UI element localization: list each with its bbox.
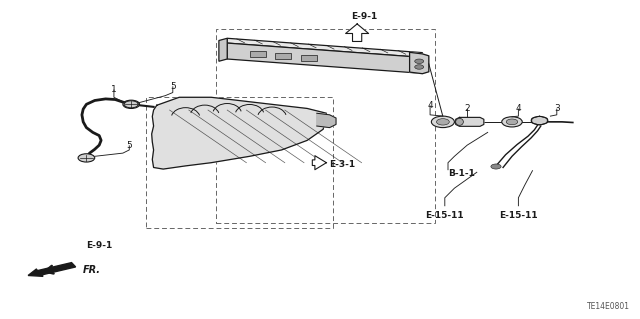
Ellipse shape [456,118,463,125]
Circle shape [78,154,95,162]
Text: 4: 4 [428,101,433,110]
Polygon shape [346,24,369,41]
Text: 4: 4 [516,104,521,113]
Polygon shape [456,117,484,126]
Polygon shape [250,51,266,57]
Bar [146,97,333,228]
Circle shape [415,65,424,69]
Polygon shape [275,53,291,59]
Text: TE14E0801: TE14E0801 [588,302,630,311]
Polygon shape [312,156,326,170]
Text: FR.: FR. [83,264,101,275]
Text: 5: 5 [170,82,175,91]
Polygon shape [152,97,326,169]
Circle shape [431,116,454,128]
Text: 5: 5 [127,141,132,150]
Circle shape [531,116,548,125]
Circle shape [502,117,522,127]
Polygon shape [410,52,429,74]
Text: E-15-11: E-15-11 [426,211,464,219]
Text: E-15-11: E-15-11 [499,211,538,219]
Text: E-9-1: E-9-1 [86,241,113,250]
Circle shape [436,119,449,125]
Circle shape [506,119,518,125]
Polygon shape [227,38,422,57]
Polygon shape [317,113,336,128]
Circle shape [415,59,424,63]
Bar [216,29,435,223]
Text: 1: 1 [111,85,116,94]
Circle shape [491,164,501,169]
Text: E-3-1: E-3-1 [330,160,356,169]
Text: B-1-1: B-1-1 [448,169,475,178]
Polygon shape [227,43,422,73]
Polygon shape [219,38,227,61]
Text: 2: 2 [465,104,470,113]
Circle shape [124,101,138,108]
FancyArrow shape [28,263,76,276]
Circle shape [123,100,140,108]
Text: E-9-1: E-9-1 [351,12,377,21]
Polygon shape [301,55,317,61]
Text: 3: 3 [554,104,559,113]
